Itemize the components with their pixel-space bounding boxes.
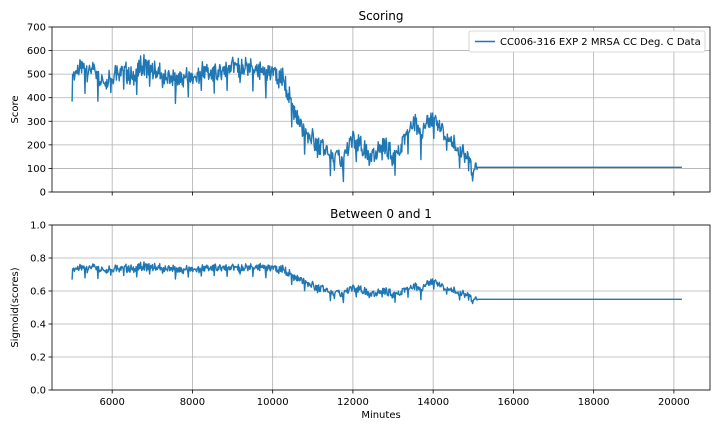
axes-frame: [51, 224, 711, 391]
x-axis-label: Minutes: [361, 410, 400, 421]
y-tick-label: 600: [27, 46, 46, 57]
legend: CC006-316 EXP 2 MRSA CC Deg. C Data: [468, 30, 706, 53]
y-tick-label: 0.4: [30, 320, 46, 331]
y-axis-label: Sigmoid(scores): [10, 267, 21, 347]
y-tick-label: 1.0: [30, 221, 46, 232]
y-tick-label: 700: [27, 23, 46, 34]
legend-box: [468, 30, 706, 53]
y-tick-label: 0.2: [30, 353, 46, 364]
x-tick-label: 18000: [578, 397, 610, 408]
y-tick-label: 100: [27, 164, 46, 175]
y-axis-label: Score: [10, 95, 21, 123]
scoring-subplot: 0 100 200 300 400 500 600 700 Scoring Score CC006-…: [10, 9, 711, 199]
plot-area: [52, 27, 710, 192]
y-tick-label: 300: [27, 117, 46, 128]
x-tick-label: 8000: [180, 397, 205, 408]
series-line: [71, 54, 682, 183]
y-tick-label: 0.6: [30, 287, 46, 298]
axes-frame: [51, 26, 711, 193]
y-tick-label: 500: [27, 70, 46, 81]
y-tick-label: 0.0: [30, 386, 46, 397]
y-tick-label: 400: [27, 93, 46, 104]
x-tick-label: 16000: [497, 397, 529, 408]
sigmoid-subplot: 6000 8000 10000 12000 14000 16000 18000 20000 0.…: [10, 207, 711, 421]
x-tick-label: 10000: [257, 397, 289, 408]
y-tick-label: 0.8: [30, 254, 46, 265]
plot-area: [52, 225, 710, 390]
subplot-title: Between 0 and 1: [330, 207, 432, 221]
x-tick-label: 20000: [658, 397, 690, 408]
y-tick-label: 0: [40, 188, 46, 199]
series-line: [71, 261, 682, 305]
subplot-title: Scoring: [358, 9, 403, 23]
legend-entry-label: CC006-316 EXP 2 MRSA CC Deg. C Data: [500, 37, 701, 48]
x-tick-label: 14000: [417, 397, 449, 408]
x-tick-label: 12000: [337, 397, 369, 408]
x-tick-label: 6000: [99, 397, 124, 408]
y-tick-label: 200: [27, 140, 46, 151]
